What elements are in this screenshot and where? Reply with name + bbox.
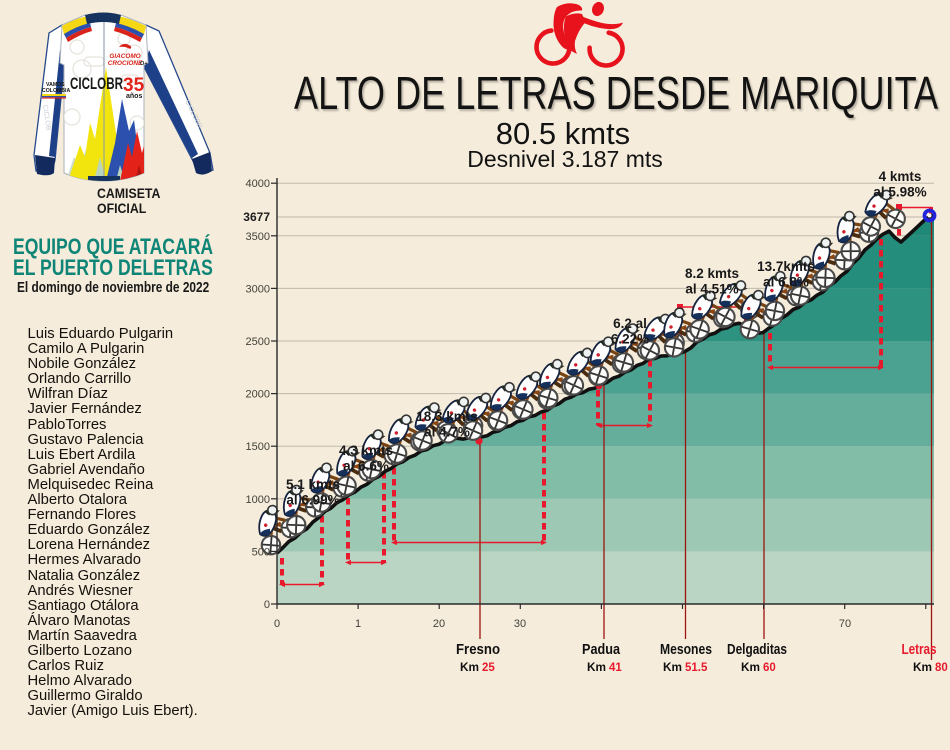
svg-text:CICLOB: CICLOB — [41, 104, 52, 131]
svg-text:1000: 1000 — [246, 494, 270, 506]
svg-text:41: 41 — [609, 662, 622, 674]
svg-text:3677: 3677 — [243, 210, 270, 224]
svg-text:2500: 2500 — [246, 336, 270, 348]
svg-text:Km: Km — [913, 662, 932, 674]
svg-text:GIACOMO: GIACOMO — [109, 53, 140, 60]
svg-text:500: 500 — [252, 546, 270, 558]
svg-text:0: 0 — [264, 599, 270, 611]
svg-text:Letras: Letras — [902, 642, 937, 658]
svg-text:años: años — [126, 93, 142, 100]
svg-text:COLOMBIA: COLOMBIA — [42, 88, 70, 94]
svg-text:4 kmts: 4 kmts — [879, 169, 922, 184]
svg-text:al 6.8%: al 6.8% — [763, 275, 809, 290]
svg-text:4000: 4000 — [246, 178, 270, 190]
svg-text:al 6.6%: al 6.6% — [343, 459, 389, 474]
svg-text:2000: 2000 — [246, 389, 270, 401]
svg-text:20: 20 — [433, 618, 445, 630]
svg-text:3000: 3000 — [246, 283, 270, 295]
svg-text:60: 60 — [763, 662, 776, 674]
svg-text:6.22%: 6.22% — [611, 332, 649, 347]
svg-text:4.3 kmts: 4.3 kmts — [339, 443, 393, 458]
svg-text:1500: 1500 — [246, 441, 270, 453]
svg-text:Mesones: Mesones — [660, 642, 712, 658]
svg-text:CROCIONE: CROCIONE — [108, 60, 143, 67]
svg-text:Km: Km — [741, 662, 760, 674]
svg-text:13.7kmts: 13.7kmts — [757, 259, 815, 274]
svg-text:al 5.98%: al 5.98% — [873, 185, 926, 200]
svg-text:35: 35 — [123, 75, 145, 96]
svg-text:5.1 kmts: 5.1 kmts — [286, 477, 340, 492]
svg-text:CICLOBR: CICLOBR — [70, 75, 123, 93]
svg-text:70: 70 — [839, 618, 851, 630]
svg-text:Fresno: Fresno — [456, 642, 500, 658]
svg-text:Km: Km — [663, 662, 682, 674]
svg-text:25: 25 — [482, 662, 495, 674]
svg-text:8.2 kmts: 8.2 kmts — [685, 266, 739, 281]
svg-text:6.2 al: 6.2 al — [613, 316, 647, 331]
svg-text:Km: Km — [460, 662, 479, 674]
svg-text:Km: Km — [587, 662, 606, 674]
svg-text:O+: O+ — [140, 61, 148, 67]
svg-text:Delgaditas: Delgaditas — [727, 642, 787, 658]
svg-text:al 4.7%: al 4.7% — [424, 425, 470, 440]
svg-text:al 6.99%: al 6.99% — [286, 493, 339, 508]
svg-text:3500: 3500 — [246, 231, 270, 243]
svg-text:Padua: Padua — [582, 642, 621, 658]
svg-text:1: 1 — [355, 618, 361, 630]
svg-text:0: 0 — [274, 618, 280, 630]
svg-text:al 4.51%: al 4.51% — [685, 282, 738, 297]
svg-text:30: 30 — [514, 618, 526, 630]
svg-text:18.3 kmts: 18.3 kmts — [416, 409, 478, 424]
svg-text:VAMOS: VAMOS — [46, 82, 65, 88]
svg-text:80: 80 — [935, 662, 948, 674]
svg-text:51.5: 51.5 — [685, 662, 708, 674]
